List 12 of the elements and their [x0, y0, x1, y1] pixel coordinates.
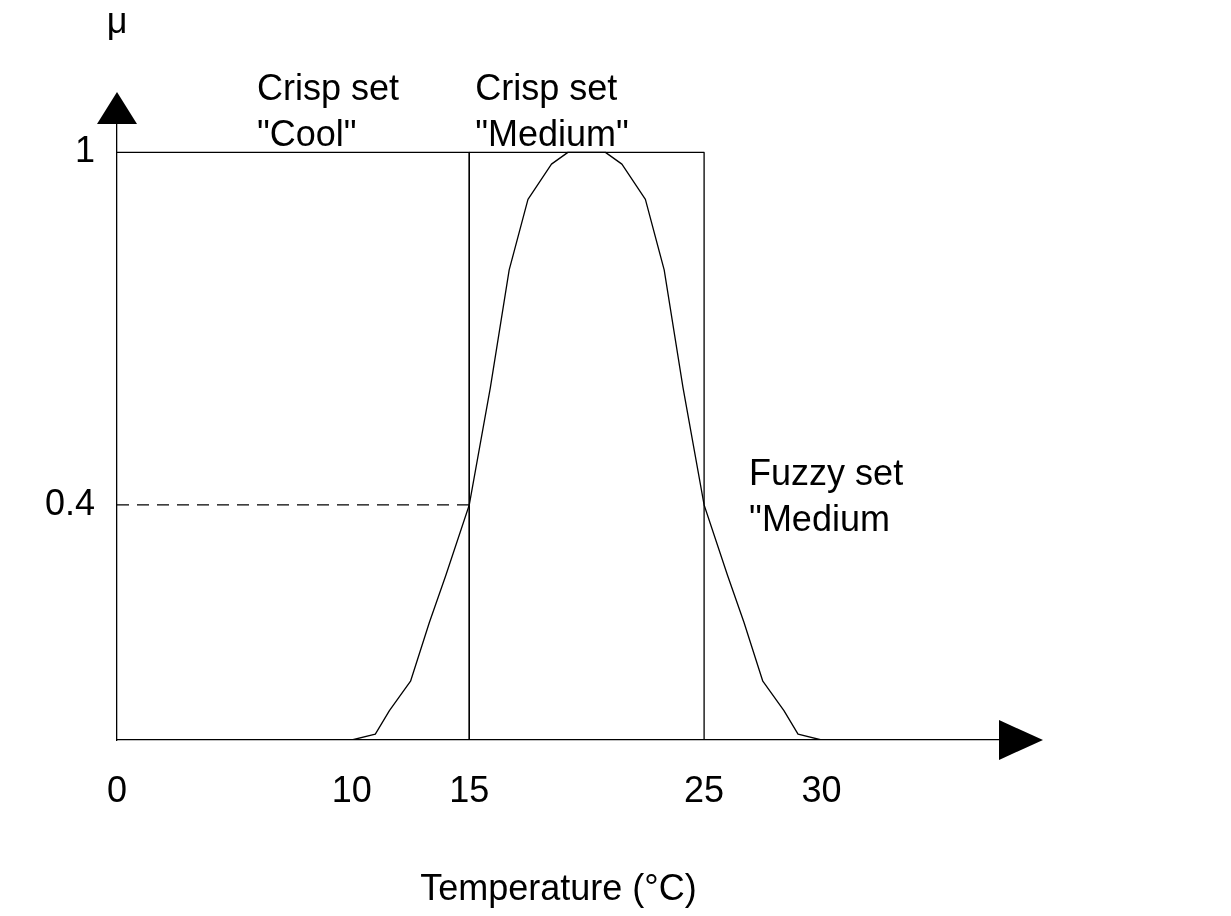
x-axis-title: Temperature (°C)	[420, 867, 697, 909]
series-label: Fuzzy set "Medium	[749, 451, 904, 539]
y-tick-label: 0.4	[44, 481, 95, 523]
y-tick-label: 1	[74, 129, 95, 171]
series-label: Crisp set "Cool"	[257, 67, 400, 155]
x-tick-label: 15	[449, 768, 490, 810]
x-tick-label: 25	[684, 768, 725, 810]
x-tick-label: 10	[331, 768, 372, 810]
x-tick-label: 30	[801, 768, 842, 810]
y-axis-title: μ	[106, 0, 128, 41]
series-label: Crisp set "Medium"	[475, 67, 629, 155]
x-tick-label: 0	[106, 768, 128, 810]
